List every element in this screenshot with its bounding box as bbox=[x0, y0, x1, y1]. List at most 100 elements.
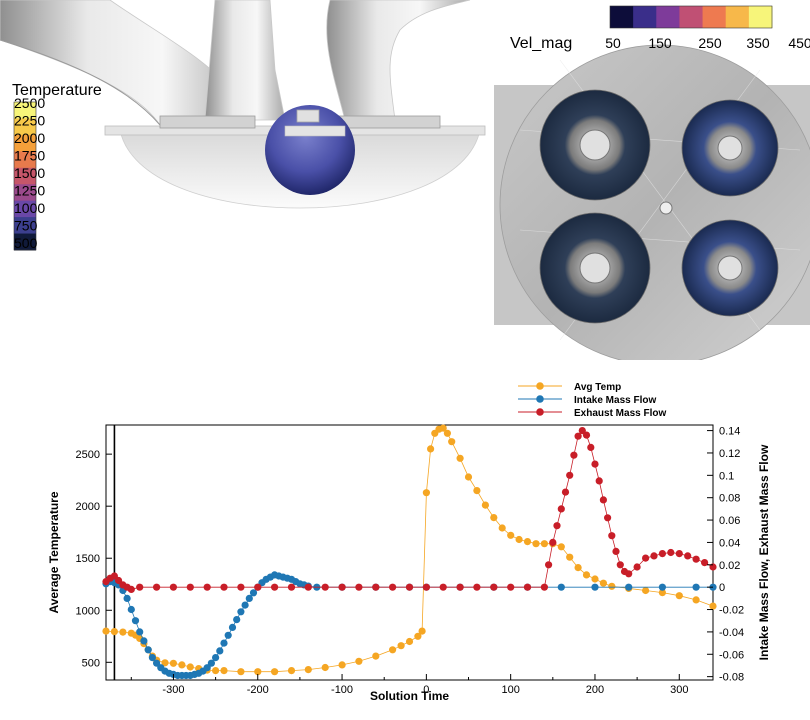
legend-label: Intake Mass Flow bbox=[574, 395, 656, 406]
data-point bbox=[574, 432, 582, 440]
temperature-colorbar-swatch bbox=[14, 102, 36, 119]
velocity-colorbar-label: 250 bbox=[698, 35, 722, 51]
data-point bbox=[650, 552, 658, 560]
data-point bbox=[127, 585, 135, 594]
data-point bbox=[545, 561, 553, 569]
data-point bbox=[422, 489, 430, 497]
temperature-colorbar-label: 1250 bbox=[14, 183, 45, 199]
data-point bbox=[220, 583, 228, 591]
y2-tick-label: -0.04 bbox=[719, 627, 744, 639]
velocity-colorbar-label: 50 bbox=[605, 35, 621, 51]
data-point bbox=[557, 543, 565, 551]
data-point bbox=[161, 659, 169, 667]
data-point bbox=[212, 654, 220, 662]
y-tick-label: 1500 bbox=[76, 553, 100, 565]
data-point bbox=[169, 659, 177, 667]
y2-tick-label: 0 bbox=[719, 582, 725, 594]
data-point bbox=[241, 601, 249, 609]
velocity-colorbar-label: 150 bbox=[648, 35, 672, 51]
legend-marker bbox=[536, 395, 544, 403]
data-point bbox=[625, 570, 633, 578]
data-point bbox=[507, 531, 515, 539]
engine-top-view bbox=[494, 44, 810, 360]
y2-tick-label: 0.06 bbox=[719, 515, 740, 527]
temperature-colorbar-label: 1500 bbox=[14, 165, 45, 181]
data-point bbox=[625, 583, 633, 591]
velocity-colorbar-swatch bbox=[748, 6, 773, 28]
data-point bbox=[549, 538, 557, 547]
temperature-colorbar-label: 500 bbox=[14, 235, 38, 251]
data-point bbox=[490, 583, 498, 591]
data-point bbox=[566, 553, 574, 561]
data-point bbox=[473, 583, 481, 591]
data-point bbox=[709, 602, 717, 610]
data-point bbox=[540, 583, 549, 591]
data-point bbox=[553, 522, 561, 530]
data-point bbox=[658, 583, 667, 591]
temperature-colorbar-swatch bbox=[14, 217, 36, 235]
temperature-colorbar-swatch bbox=[14, 233, 36, 251]
data-point bbox=[523, 583, 532, 591]
data-point bbox=[427, 445, 435, 453]
data-point bbox=[249, 589, 258, 597]
engine-side-view bbox=[0, 0, 486, 209]
data-point bbox=[203, 664, 211, 672]
data-point bbox=[102, 627, 110, 635]
data-point bbox=[658, 589, 667, 597]
legend: Avg Temp Intake Mass Flow Exhaust Mass Flo… bbox=[518, 382, 666, 419]
data-point bbox=[304, 666, 312, 674]
data-point bbox=[608, 582, 616, 590]
y2-tick-label: 0.1 bbox=[719, 470, 734, 482]
temperature-colorbar-swatch bbox=[14, 200, 36, 218]
temperature-colorbar-swatch bbox=[14, 134, 36, 152]
data-point bbox=[608, 532, 616, 540]
data-point bbox=[684, 552, 692, 560]
data-point bbox=[186, 663, 194, 671]
data-point bbox=[148, 654, 156, 662]
temperature-colorbar-swatch bbox=[14, 167, 36, 185]
data-point bbox=[355, 657, 363, 665]
velocity-colorbar: Vel_mag 50 150 250 350 450 bbox=[510, 5, 810, 52]
y-tick-label: 2000 bbox=[76, 501, 100, 513]
data-point bbox=[418, 627, 426, 635]
data-point bbox=[414, 632, 422, 640]
data-point bbox=[448, 438, 456, 446]
data-point bbox=[557, 505, 565, 513]
data-point bbox=[233, 616, 241, 624]
data-point bbox=[220, 667, 228, 675]
data-point bbox=[245, 594, 253, 603]
data-point bbox=[566, 471, 574, 479]
data-point bbox=[207, 659, 215, 667]
temperature-colorbar-swatch bbox=[14, 184, 36, 202]
data-point bbox=[667, 548, 675, 557]
y2-tick-label: 0.02 bbox=[719, 560, 740, 572]
data-point bbox=[355, 583, 363, 591]
data-point bbox=[254, 583, 262, 591]
temperature-colorbar-swatch bbox=[14, 151, 36, 169]
legend-marker bbox=[536, 382, 544, 390]
data-point bbox=[372, 652, 380, 660]
temperature-colorbar-swatch bbox=[14, 118, 36, 136]
data-point bbox=[169, 583, 177, 591]
data-point bbox=[490, 514, 498, 522]
x-tick-label: -200 bbox=[247, 684, 269, 696]
velocity-colorbar-swatch bbox=[633, 6, 657, 28]
temperature-colorbar-title: Temperature bbox=[12, 82, 102, 99]
data-point bbox=[464, 473, 473, 481]
velocity-colorbar-swatch bbox=[702, 6, 727, 28]
data-point bbox=[186, 583, 194, 591]
data-point bbox=[456, 583, 464, 591]
y2-tick-label: 0.14 bbox=[719, 426, 740, 438]
data-point bbox=[287, 667, 296, 675]
data-point bbox=[110, 628, 118, 636]
series-line bbox=[105, 427, 714, 673]
data-point bbox=[557, 583, 565, 591]
data-point bbox=[237, 583, 245, 591]
legend-label: Avg Temp bbox=[574, 382, 621, 393]
data-point bbox=[178, 661, 186, 669]
y2-tick-label: -0.02 bbox=[719, 605, 744, 617]
data-point bbox=[123, 594, 131, 603]
data-point bbox=[224, 631, 232, 639]
